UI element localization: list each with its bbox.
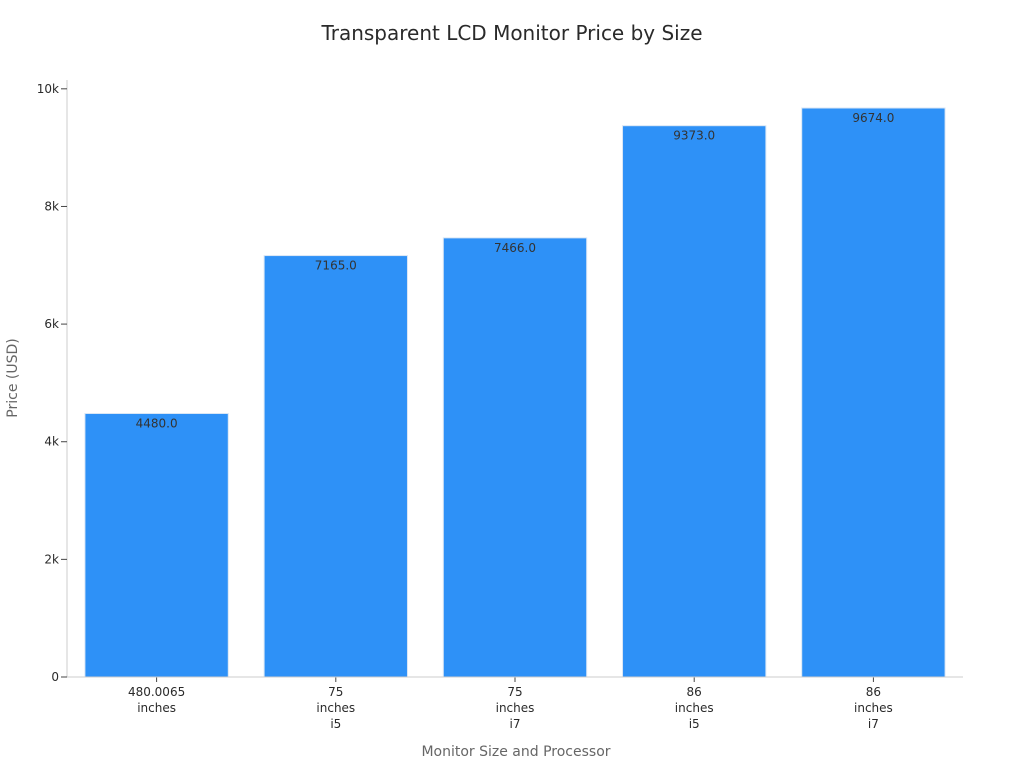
bar <box>442 237 588 678</box>
x-axis-title: Monitor Size and Processor <box>421 744 610 760</box>
axes-layer <box>61 80 963 682</box>
bars-layer <box>84 107 946 678</box>
data-label: 7165.0 <box>315 259 357 273</box>
y-tick-label: 8k <box>44 199 59 213</box>
x-tick-label: 75 inches i5 <box>316 685 355 731</box>
x-tick-label: 75 inches i7 <box>496 685 535 731</box>
data-label: 4480.0 <box>136 417 178 431</box>
bar <box>84 413 229 678</box>
bar <box>263 255 408 678</box>
x-tick-label: 86 inches i5 <box>675 685 714 731</box>
x-tick-label: 480.0065 inches <box>128 685 185 715</box>
y-axis-title: Price (USD) <box>5 338 21 417</box>
data-label: 9674.0 <box>852 111 894 125</box>
y-tick-label: 10k <box>37 82 59 96</box>
labels-layer: 4480.0 480.0065 inches 7165.0 75 inches i5 7466… <box>37 82 895 731</box>
y-tick-label: 2k <box>44 552 59 566</box>
data-label: 7466.0 <box>494 241 536 255</box>
y-tick-label: 0 <box>51 670 59 684</box>
chart-title: Transparent LCD Monitor Price by Size <box>320 21 702 45</box>
bar <box>622 125 767 678</box>
bar <box>801 107 946 678</box>
y-tick-label: 6k <box>44 317 59 331</box>
x-tick-label: 86 inches i7 <box>854 685 893 731</box>
y-tick-label: 4k <box>44 435 59 449</box>
data-label: 9373.0 <box>673 129 715 143</box>
